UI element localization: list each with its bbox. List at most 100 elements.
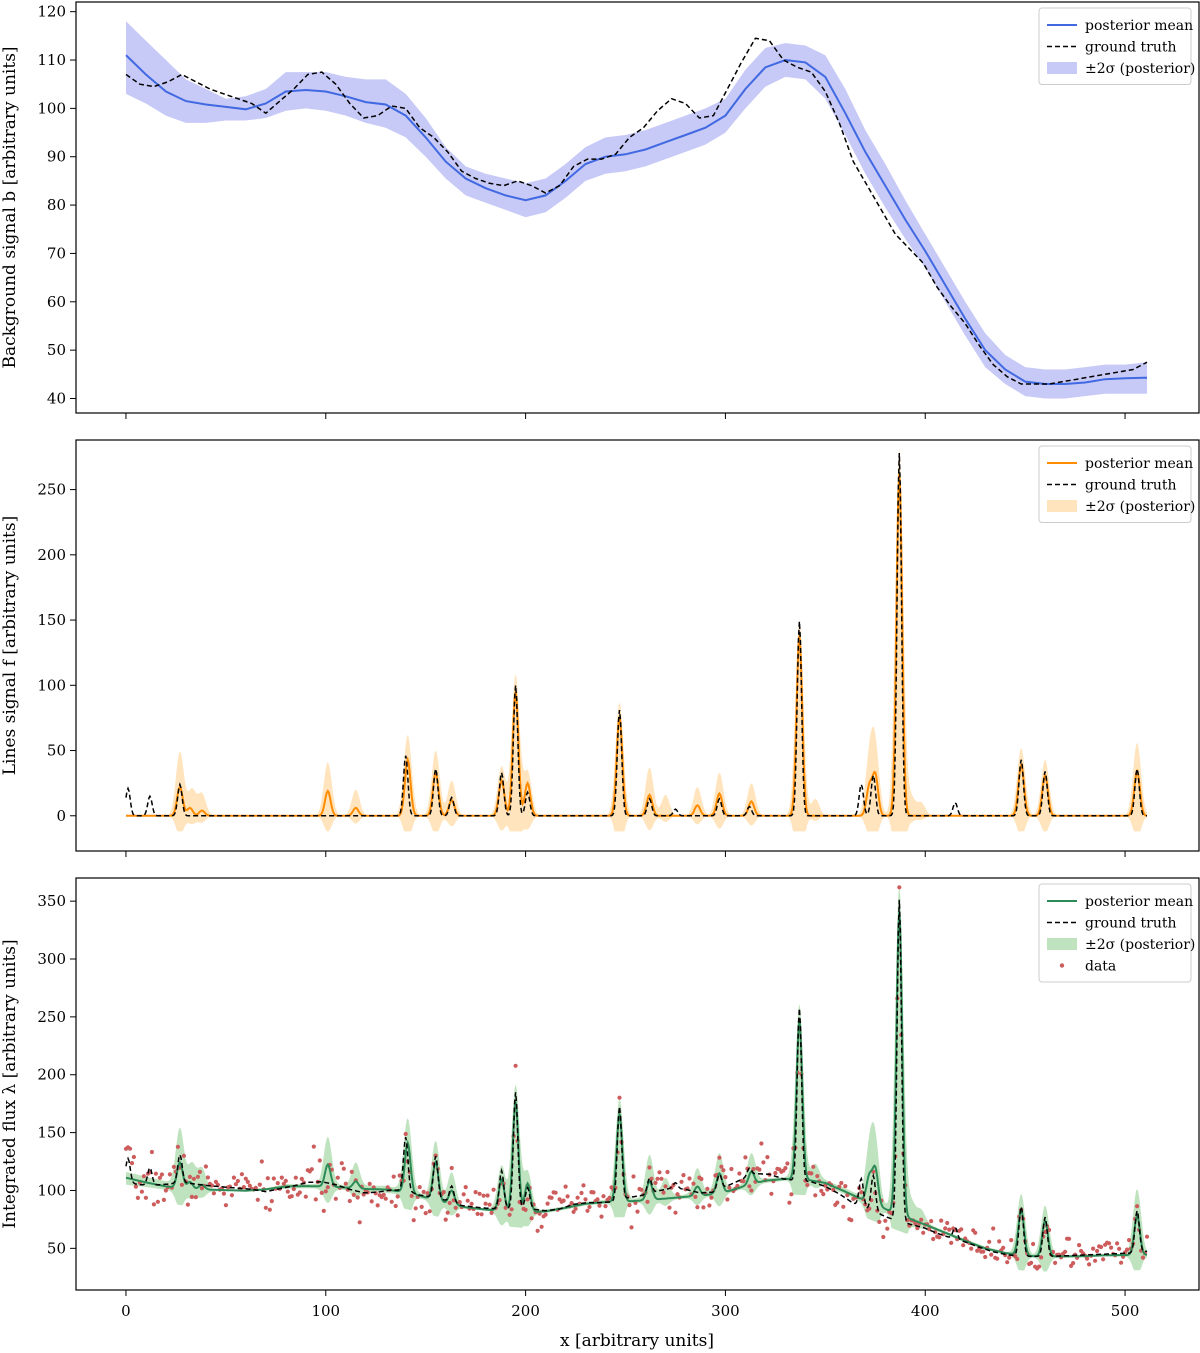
data-point [787, 1200, 792, 1205]
y-tick-label: 150 [37, 611, 66, 629]
data-point [157, 1175, 162, 1180]
data-point [1115, 1241, 1120, 1246]
data-point [139, 1189, 144, 1194]
data-point [601, 1194, 606, 1199]
data-point [983, 1254, 988, 1260]
data-point [1099, 1244, 1104, 1250]
data-point [303, 1194, 308, 1199]
data-point [639, 1187, 644, 1192]
data-point [233, 1182, 238, 1187]
data-point [1029, 1260, 1034, 1265]
legend: posterior mean ground truth ±2σ (posterior… [1038, 883, 1195, 983]
data-point [299, 1176, 304, 1181]
data-point [317, 1158, 322, 1163]
data-point [947, 1227, 952, 1232]
y-tick-label: 300 [37, 950, 66, 968]
data-point [595, 1197, 600, 1202]
legend-label: ground truth [1085, 916, 1177, 932]
data-point [545, 1201, 550, 1206]
posterior-mean-line [126, 473, 1148, 817]
data-point [449, 1165, 454, 1171]
legend-label: ±2σ (posterior) [1085, 937, 1195, 953]
data-point [991, 1226, 996, 1231]
data-point [259, 1159, 264, 1164]
data-point [667, 1205, 672, 1210]
data-point [783, 1166, 788, 1171]
data-point [141, 1174, 146, 1179]
data-point [129, 1161, 135, 1166]
data-point [283, 1178, 288, 1183]
data-point [813, 1193, 818, 1198]
data-point [553, 1190, 558, 1195]
y-tick-label: 50 [47, 341, 66, 359]
data-point [397, 1173, 402, 1178]
data-point [929, 1219, 934, 1224]
data-point [681, 1173, 686, 1178]
data-point [591, 1190, 596, 1195]
data-point [709, 1195, 714, 1200]
data-point [167, 1172, 172, 1177]
y-axis-label: Integrated flux λ [arbitrary units] [0, 939, 20, 1228]
data-point [945, 1220, 950, 1226]
data-point [849, 1218, 854, 1223]
data-point [1067, 1236, 1072, 1241]
data-point [1063, 1249, 1068, 1254]
data-point [389, 1199, 394, 1204]
data-point [419, 1204, 424, 1209]
y-tick-label: 70 [47, 244, 66, 262]
legend-label: posterior mean [1085, 456, 1193, 472]
data-point [919, 1217, 924, 1222]
data-point [649, 1176, 654, 1181]
data-point [663, 1184, 668, 1189]
data-point [443, 1217, 448, 1222]
data-point [1053, 1260, 1058, 1265]
data-point [679, 1179, 684, 1184]
data-point [659, 1176, 664, 1181]
data-point [453, 1205, 458, 1210]
data-point [575, 1195, 580, 1200]
data-point [243, 1176, 248, 1181]
data-point [185, 1202, 190, 1207]
data-point [347, 1198, 352, 1204]
data-point [695, 1205, 700, 1210]
data-point [747, 1184, 752, 1189]
data-point [723, 1175, 728, 1180]
data-point [131, 1154, 136, 1160]
data-point [737, 1171, 742, 1176]
data-point [409, 1193, 414, 1198]
data-point [255, 1197, 260, 1202]
data-point [841, 1204, 846, 1209]
data-point [191, 1176, 196, 1181]
data-point [735, 1183, 740, 1188]
data-point [673, 1210, 678, 1215]
panel-lines-signal: 0 50 100 150 200 250 Lines signal f [arbitrary… [0, 439, 1200, 857]
data-point [821, 1192, 826, 1197]
posterior-mean-line [125, 54, 1148, 385]
y-tick-label: 0 [56, 807, 66, 825]
x-axis-label: x [arbitrary units] [560, 1331, 714, 1351]
data-point [1125, 1247, 1130, 1252]
data-point [335, 1175, 340, 1180]
legend: posterior mean ground truth ±2σ (posterior… [1038, 7, 1195, 85]
data-point [1015, 1256, 1020, 1262]
data-point [1001, 1245, 1006, 1250]
data-points [123, 885, 1150, 1271]
data-point [1095, 1248, 1100, 1254]
data-point [1093, 1258, 1098, 1263]
data-point [135, 1195, 140, 1200]
ground-truth-line [125, 899, 1148, 1258]
data-point [1127, 1238, 1132, 1243]
data-point [375, 1203, 380, 1208]
data-point [915, 1226, 920, 1231]
data-point [815, 1174, 820, 1179]
data-point [805, 1182, 810, 1188]
data-point [247, 1183, 252, 1188]
data-point [1031, 1241, 1036, 1247]
data-point [193, 1195, 198, 1200]
data-point [465, 1198, 470, 1203]
data-point [275, 1181, 280, 1186]
data-point [1135, 1204, 1140, 1209]
data-point [597, 1203, 602, 1208]
posterior-band [126, 885, 1147, 1272]
data-point [447, 1200, 452, 1206]
